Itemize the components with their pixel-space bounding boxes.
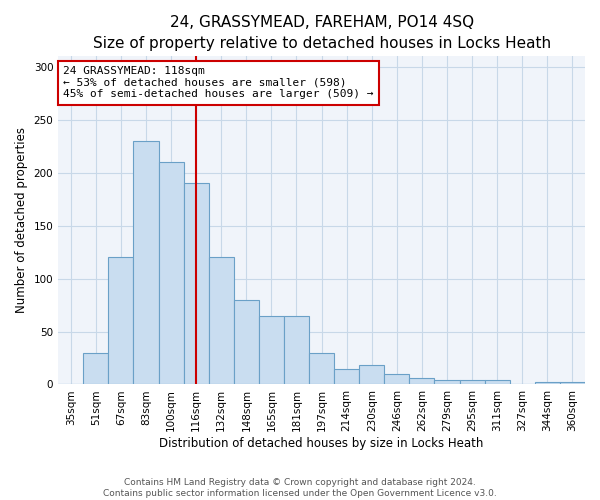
Bar [359, 366, 385, 384]
Bar [535, 382, 560, 384]
Bar [309, 352, 334, 384]
Bar [234, 300, 259, 384]
Bar [434, 380, 460, 384]
Bar [109, 258, 133, 384]
Bar [385, 374, 409, 384]
Bar [209, 258, 234, 384]
Bar [83, 352, 109, 384]
Bar [334, 368, 359, 384]
Title: 24, GRASSYMEAD, FAREHAM, PO14 4SQ
Size of property relative to detached houses i: 24, GRASSYMEAD, FAREHAM, PO14 4SQ Size o… [92, 15, 551, 51]
Bar [560, 382, 585, 384]
Bar [485, 380, 510, 384]
Bar [133, 141, 158, 384]
Bar [460, 380, 485, 384]
Bar [158, 162, 184, 384]
Text: 24 GRASSYMEAD: 118sqm
← 53% of detached houses are smaller (598)
45% of semi-det: 24 GRASSYMEAD: 118sqm ← 53% of detached … [64, 66, 374, 100]
Bar [409, 378, 434, 384]
Y-axis label: Number of detached properties: Number of detached properties [15, 128, 28, 314]
Bar [284, 316, 309, 384]
X-axis label: Distribution of detached houses by size in Locks Heath: Distribution of detached houses by size … [160, 437, 484, 450]
Bar [184, 184, 209, 384]
Bar [259, 316, 284, 384]
Text: Contains HM Land Registry data © Crown copyright and database right 2024.
Contai: Contains HM Land Registry data © Crown c… [103, 478, 497, 498]
